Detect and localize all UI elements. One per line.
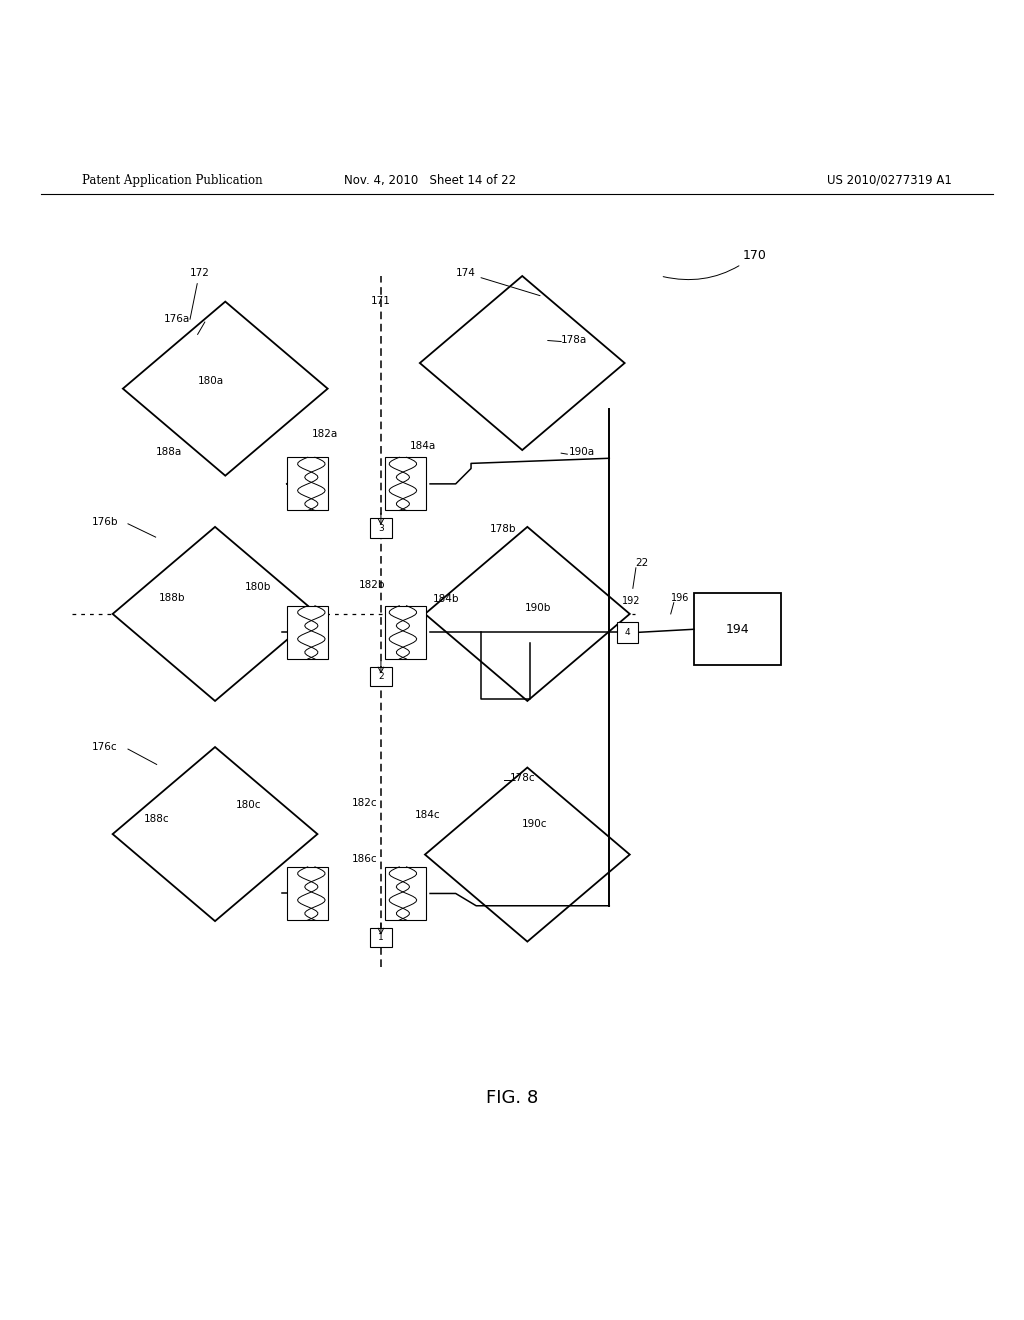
Polygon shape (113, 747, 317, 921)
Text: 196: 196 (671, 593, 689, 603)
Text: 176c: 176c (92, 742, 118, 752)
Polygon shape (425, 527, 630, 701)
Text: 194: 194 (725, 623, 750, 636)
Text: 190b: 190b (525, 603, 552, 612)
Text: US 2010/0277319 A1: US 2010/0277319 A1 (827, 174, 952, 186)
Text: Nov. 4, 2010   Sheet 14 of 22: Nov. 4, 2010 Sheet 14 of 22 (344, 174, 516, 186)
Text: 180b: 180b (245, 582, 271, 593)
Text: 180c: 180c (236, 800, 261, 810)
Text: 1: 1 (378, 933, 384, 942)
Text: 184c: 184c (415, 809, 440, 820)
Text: 190a: 190a (568, 447, 595, 457)
Text: 192: 192 (622, 595, 640, 606)
Bar (370, 667, 392, 686)
Text: 4: 4 (625, 628, 631, 636)
Text: 186a: 186a (303, 473, 330, 483)
Text: 180a: 180a (198, 375, 224, 385)
Text: Patent Application Publication: Patent Application Publication (82, 174, 262, 186)
Text: 178a: 178a (561, 334, 588, 345)
Text: 171: 171 (371, 296, 390, 306)
Text: 182b: 182b (358, 581, 385, 590)
Bar (617, 622, 638, 643)
Bar (288, 457, 328, 511)
Polygon shape (425, 767, 630, 941)
Text: FIG. 8: FIG. 8 (485, 1089, 539, 1107)
Text: 178c: 178c (510, 772, 536, 783)
Text: 186b: 186b (303, 636, 330, 645)
Text: 188b: 188b (159, 593, 185, 603)
Bar (370, 928, 392, 948)
Bar (385, 457, 426, 511)
Text: 174: 174 (456, 268, 540, 296)
Bar (288, 867, 328, 920)
Text: 172: 172 (189, 268, 209, 319)
Text: 184b: 184b (433, 594, 460, 603)
Bar (288, 606, 328, 659)
Text: 22: 22 (635, 558, 648, 568)
Text: 188c: 188c (143, 814, 169, 824)
Text: 176b: 176b (92, 517, 119, 527)
Polygon shape (123, 301, 328, 475)
Text: 170: 170 (664, 248, 766, 280)
Polygon shape (420, 276, 625, 450)
Text: 3: 3 (378, 524, 384, 532)
Bar (370, 519, 392, 537)
Polygon shape (113, 527, 317, 701)
Text: 188a: 188a (156, 447, 182, 457)
Bar (694, 594, 780, 665)
Bar (385, 867, 426, 920)
Text: 186c: 186c (352, 854, 378, 863)
Text: 182a: 182a (311, 429, 338, 438)
Text: 184a: 184a (410, 441, 436, 451)
Text: 176a: 176a (164, 314, 190, 325)
Bar (385, 606, 426, 659)
Text: 178b: 178b (489, 524, 516, 535)
Text: 2: 2 (378, 672, 384, 681)
Text: 182c: 182c (352, 799, 378, 808)
Text: 190c: 190c (522, 818, 548, 829)
